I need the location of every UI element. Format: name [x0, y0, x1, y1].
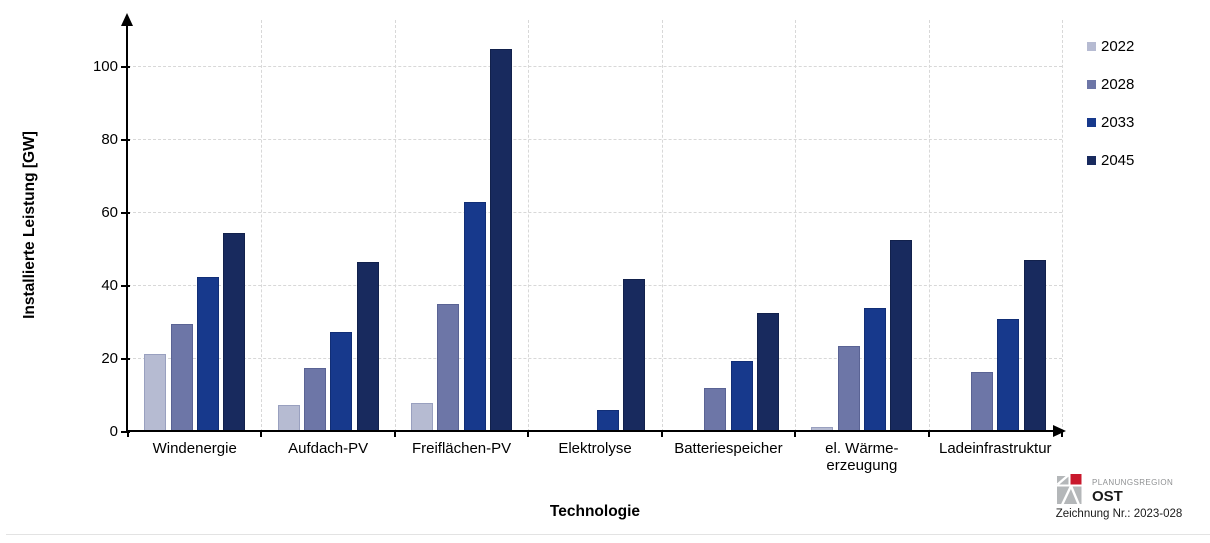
bar-2045-el. Wärme-: [890, 240, 913, 432]
y-tick-label-0: 0: [109, 423, 118, 440]
category-label-Ladeinfrastruktur: Ladeinfrastruktur: [938, 440, 1052, 457]
gridline-x-4: [661, 20, 663, 432]
plot-area: [128, 20, 1063, 432]
bar-2045-Aufdach-PV: [356, 262, 379, 432]
legend-swatch-2033: [1087, 117, 1096, 127]
x-tick-1: [260, 432, 263, 437]
bar-2045-Batteriespeicher: [756, 313, 779, 432]
footer-divider: [6, 534, 1210, 535]
y-tick-80: [121, 139, 130, 141]
legend-label-2033: 2033: [1101, 113, 1135, 131]
x-tick-2: [393, 432, 396, 437]
x-tick-4: [660, 432, 663, 437]
category-label-el. Wärme-: el. Wärme- erzeugung: [825, 440, 899, 474]
bar-2022-Windenergie: [144, 353, 167, 432]
x-tick-0: [127, 432, 129, 437]
category-label-Elektrolyse: Elektrolyse: [558, 440, 632, 457]
x-axis-arrow-icon: [1053, 425, 1066, 437]
y-tick-0: [121, 431, 130, 433]
bar-2033-el. Wärme-: [864, 307, 886, 432]
bar-2033-Batteriespeicher: [730, 360, 753, 432]
legend-swatch-2028: [1087, 79, 1096, 89]
gridline-y-80: [128, 139, 1062, 140]
bar-2028-Batteriespeicher: [704, 388, 727, 432]
y-tick-label-60: 60: [101, 204, 118, 221]
gridline-x-6: [928, 20, 930, 432]
gridline-x-3: [528, 20, 530, 432]
bar-2033-Freiflächen-PV: [463, 202, 486, 432]
gridline-y-40: [128, 285, 1062, 286]
legend-swatch-2022: [1087, 41, 1096, 51]
bar-2045-Windenergie: [223, 233, 246, 432]
y-axis-arrow-icon: [121, 13, 133, 26]
gridline-x-2: [394, 20, 396, 432]
gridline-y-100: [128, 66, 1062, 67]
bar-2045-Freiflächen-PV: [490, 48, 513, 432]
x-tick-7: [1061, 432, 1063, 437]
y-axis-line: [126, 26, 128, 432]
legend-label-2045: 2045: [1101, 151, 1135, 169]
bar-2028-Ladeinfrastruktur: [971, 371, 994, 432]
legend: 2022 2028 2033 2045: [1087, 37, 1134, 189]
legend-label-2022: 2022: [1101, 37, 1135, 55]
y-tick-label-100: 100: [92, 58, 118, 75]
y-tick-60: [121, 212, 130, 214]
legend-item-2028: 2028: [1087, 75, 1134, 93]
y-tick-20: [121, 358, 130, 360]
planungsregion-logo-icon: [1056, 474, 1082, 506]
category-label-Freiflächen-PV: Freiflächen-PV: [411, 440, 512, 457]
bar-2045-Elektrolyse: [623, 278, 646, 432]
gridline-x-5: [795, 20, 797, 432]
legend-item-2022: 2022: [1087, 37, 1134, 55]
y-tick-label-80: 80: [101, 131, 118, 148]
gridline-y-20: [128, 358, 1062, 359]
y-tick-label-20: 20: [101, 350, 118, 367]
y-tick-40: [121, 285, 130, 287]
bar-2033-Ladeinfrastruktur: [997, 318, 1020, 432]
y-tick-label-40: 40: [101, 277, 118, 294]
bar-2028-Freiflächen-PV: [437, 304, 460, 432]
gridline-x-7: [1062, 20, 1063, 432]
bar-2028-el. Wärme-: [837, 346, 860, 432]
category-label-Windenergie: Windenergie: [152, 440, 237, 457]
category-label-Aufdach-PV: Aufdach-PV: [288, 440, 369, 457]
bar-2033-Aufdach-PV: [330, 331, 353, 432]
y-tick-100: [121, 66, 130, 68]
logo-org-name-text: OST: [1092, 488, 1123, 505]
x-axis-title: Technologie: [549, 503, 641, 520]
bar-2033-Windenergie: [196, 276, 219, 432]
legend-item-2045: 2045: [1087, 151, 1134, 169]
gridline-y-60: [128, 212, 1062, 213]
x-axis-line: [127, 430, 1055, 432]
legend-item-2033: 2033: [1087, 113, 1134, 131]
gridline-x-1: [261, 20, 263, 432]
y-axis-title: Installierte Leistung [GW]: [21, 131, 38, 319]
bar-2045-Ladeinfrastruktur: [1023, 260, 1046, 432]
logo-org-small-text: PLANUNGSREGION: [1092, 478, 1174, 487]
legend-swatch-2045: [1087, 155, 1096, 165]
x-tick-6: [927, 432, 930, 437]
bar-2022-Aufdach-PV: [277, 404, 300, 432]
bar-2028-Windenergie: [170, 324, 193, 432]
category-label-Batteriespeicher: Batteriespeicher: [674, 440, 783, 457]
x-tick-3: [527, 432, 530, 437]
bar-2022-el. Wärme-: [811, 426, 834, 432]
drawing-number-label: Zeichnung Nr.: 2023-028: [1055, 508, 1183, 520]
legend-label-2028: 2028: [1101, 75, 1135, 93]
x-tick-5: [794, 432, 797, 437]
bar-2033-Elektrolyse: [597, 410, 620, 432]
bar-2022-Freiflächen-PV: [411, 402, 434, 432]
bar-2028-Aufdach-PV: [303, 368, 326, 432]
